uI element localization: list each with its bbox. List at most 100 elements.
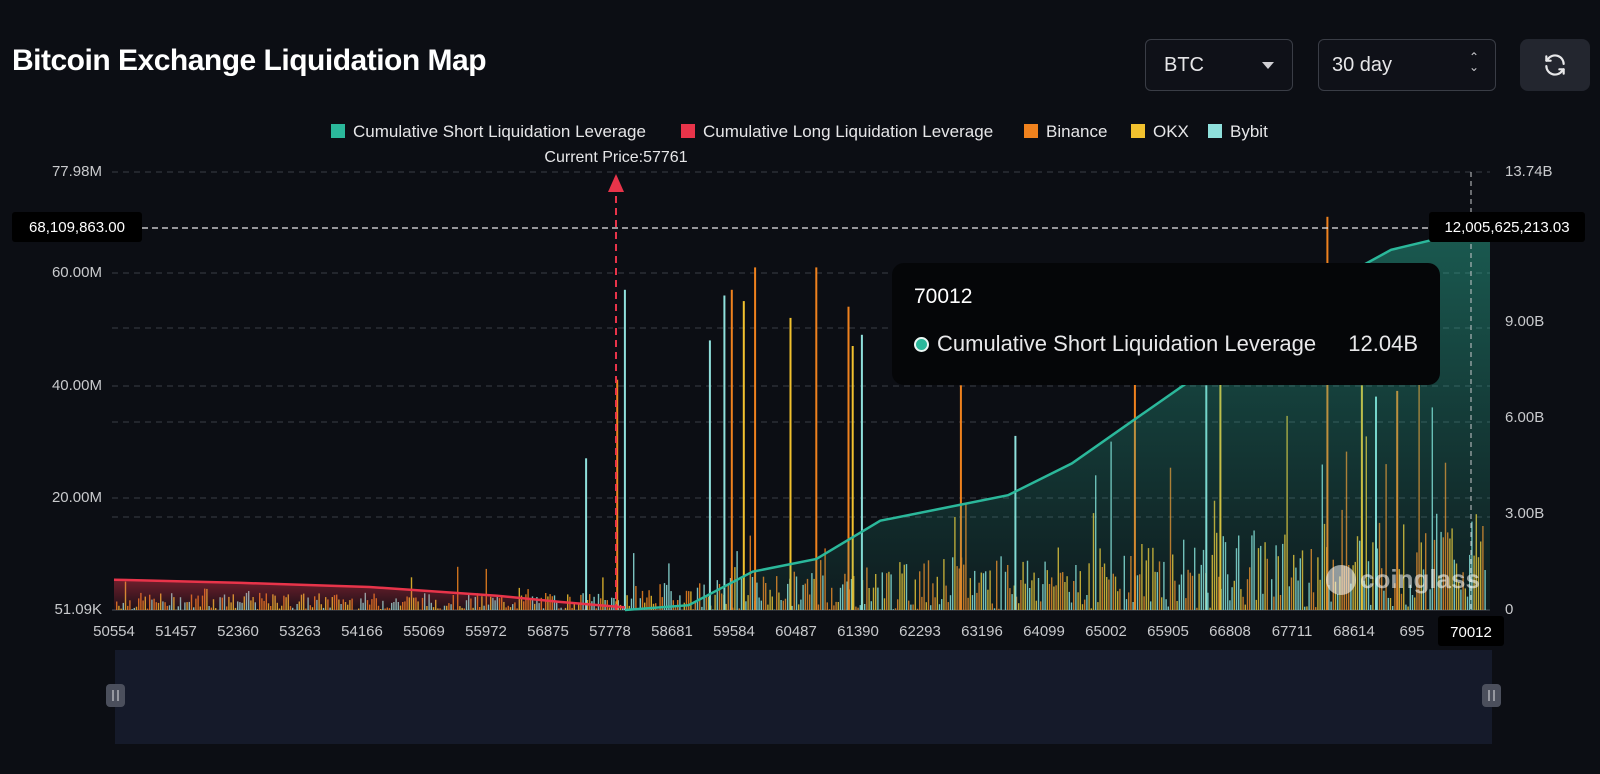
tooltip-title: 70012	[914, 285, 973, 308]
legend-label-okx: OKX	[1153, 122, 1189, 141]
current-price-label: Current Price:57761	[544, 149, 687, 166]
liquidation-bar	[626, 595, 628, 610]
crosshair-right-label-bg	[1429, 212, 1585, 242]
liquidation-bar	[597, 593, 600, 610]
liquidation-bar	[633, 553, 635, 610]
y-left-tick: 51.09K	[54, 601, 102, 618]
okx-spike	[742, 301, 745, 610]
y-right-tick: 0	[1505, 601, 1513, 618]
liquidation-bar	[670, 591, 672, 610]
x-tick: 63196	[961, 623, 1003, 640]
legend-swatch-bybit	[1208, 124, 1222, 138]
coin-select-value: BTC	[1164, 53, 1204, 76]
legend-swatch-binance	[1024, 124, 1038, 138]
coinglass-logo-icon	[1326, 564, 1356, 595]
liquidation-bar	[617, 600, 619, 610]
x-tick: 59584	[713, 623, 755, 640]
liquidation-bar	[699, 583, 701, 610]
bybit-spike	[723, 295, 726, 610]
legend-label-long: Cumulative Long Liquidation Leverage	[703, 122, 993, 141]
x-tick: 68614	[1333, 623, 1375, 640]
crosshair: 68,109,863.00 12,005,625,213.03 70012	[12, 172, 1585, 646]
zoom-handle-left-body	[106, 684, 125, 707]
liquidation-bar	[644, 602, 646, 610]
liquidation-bar	[672, 600, 674, 610]
current-price-marker: Current Price:57761	[544, 149, 688, 610]
x-tick: 60487	[775, 623, 817, 640]
liquidation-bar	[628, 605, 630, 610]
x-tick: 65905	[1147, 623, 1189, 640]
zoom-slider-track	[115, 650, 1492, 744]
liquidation-bar	[659, 584, 661, 610]
x-tick: 66808	[1209, 623, 1251, 640]
x-tick: 56875	[527, 623, 569, 640]
binance-spike	[815, 267, 818, 610]
legend-swatch-short	[331, 124, 345, 138]
x-tick: 65002	[1085, 623, 1127, 640]
tooltip-row: Cumulative Short Liquidation Leverage 12…	[914, 331, 1418, 357]
liquidation-bar	[666, 584, 668, 610]
legend-label-binance: Binance	[1046, 122, 1107, 141]
zoom-handle-right[interactable]	[1482, 684, 1501, 707]
chart-tooltip: 70012 Cumulative Short Liquidation Lever…	[892, 263, 1440, 385]
binance-spike	[730, 289, 733, 610]
liquidation-bar	[593, 596, 595, 610]
y-right-tick: 9.00B	[1505, 313, 1544, 330]
crosshair-right-label: 12,005,625,213.03	[1444, 219, 1569, 236]
liquidation-bar	[589, 594, 591, 610]
liquidation-bar	[661, 597, 663, 610]
legend-item-okx[interactable]: OKX	[1131, 122, 1189, 141]
y-right-tick: 3.00B	[1505, 505, 1544, 522]
y-left-tick: 20.00M	[52, 489, 102, 506]
zoom-slider[interactable]	[106, 650, 1501, 744]
time-range-select[interactable]: 30 day ⌃ ⌄	[1318, 39, 1496, 91]
refresh-button[interactable]	[1520, 39, 1590, 91]
legend-item-short[interactable]: Cumulative Short Liquidation Leverage	[331, 122, 646, 141]
y-left-tick: 60.00M	[52, 264, 102, 281]
bybit-spike	[708, 340, 711, 610]
short-cumulative-area	[624, 226, 1490, 610]
chart-legend: Cumulative Short Liquidation Leverage Cu…	[331, 122, 1268, 141]
long-cumulative-line	[113, 578, 626, 609]
liquidation-bar	[602, 577, 604, 610]
okx-spike	[851, 346, 854, 610]
crosshair-x-label-bg	[1438, 616, 1504, 646]
bybit-spike	[623, 289, 626, 610]
liquidation-bar	[582, 593, 584, 610]
long-cumulative-area	[114, 579, 625, 610]
okx-spike	[789, 317, 792, 610]
coin-select[interactable]: BTC	[1145, 39, 1293, 91]
crosshair-x-label: 70012	[1450, 624, 1492, 641]
x-tick: 58681	[651, 623, 693, 640]
liquidation-bar	[630, 598, 633, 610]
x-tick: 695	[1399, 623, 1424, 640]
liquidation-bar	[648, 590, 650, 610]
legend-label-short: Cumulative Short Liquidation Leverage	[353, 122, 646, 141]
x-tick: 61390	[837, 623, 879, 640]
zoom-handle-left[interactable]	[106, 684, 125, 707]
y-left-tick: 40.00M	[52, 377, 102, 394]
legend-item-binance[interactable]: Binance	[1024, 122, 1107, 141]
x-tick: 55972	[465, 623, 507, 640]
watermark-text: coinglass	[1360, 564, 1480, 594]
x-axis: 50554 51457 52360 53263 54166 55069 5597…	[93, 623, 1424, 640]
y-axis-right: 13.74B 9.00B 6.00B 3.00B 0	[1505, 163, 1553, 618]
liquidation-bar	[635, 586, 637, 610]
legend-swatch-okx	[1131, 124, 1145, 138]
tooltip-series-name: Cumulative Short Liquidation Leverage	[937, 331, 1317, 356]
liquidation-bar	[641, 590, 644, 610]
y-axis-left: 77.98M 60.00M 40.00M 20.00M 51.09K	[52, 163, 102, 618]
y-left-tick: 77.98M	[52, 163, 102, 180]
current-price-arrow	[608, 174, 624, 192]
liquidation-bar	[690, 591, 692, 610]
legend-item-long[interactable]: Cumulative Long Liquidation Leverage	[681, 122, 993, 141]
legend-item-bybit[interactable]: Bybit	[1208, 122, 1268, 141]
x-tick: 57778	[589, 623, 631, 640]
x-tick: 53263	[279, 623, 321, 640]
time-range-value: 30 day	[1332, 53, 1393, 76]
liquidation-bar	[611, 597, 613, 610]
tooltip-series-marker	[914, 336, 929, 352]
chevron-down-icon	[1262, 62, 1274, 69]
liquidation-bar	[646, 597, 648, 610]
liquidation-bar	[696, 587, 699, 610]
